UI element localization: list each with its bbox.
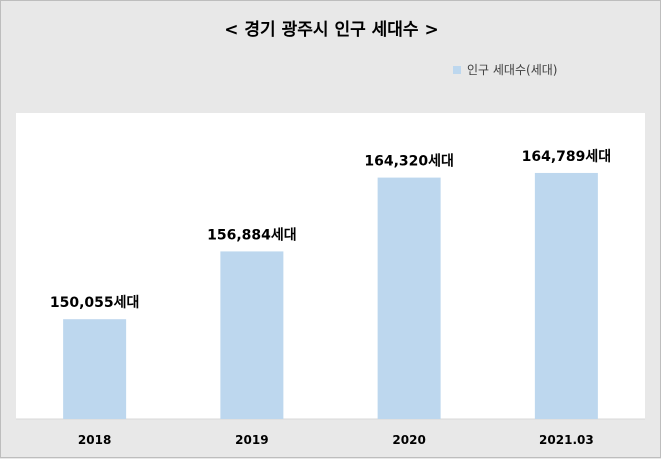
bar-2020	[377, 177, 441, 419]
bar-2019	[220, 251, 284, 419]
legend: 인구 세대수(세대)	[453, 61, 557, 78]
data-label-2019: 156,884세대	[207, 227, 297, 243]
x-tick-label-2019: 2019	[235, 433, 268, 447]
bar-2018	[63, 319, 127, 419]
data-label-2020: 164,320세대	[364, 154, 454, 170]
legend-label: 인구 세대수(세대)	[467, 63, 558, 77]
bar-2021.03	[534, 172, 598, 419]
x-tick-label-2021.03: 2021.03	[539, 433, 594, 447]
data-label-2018: 150,055세대	[50, 295, 140, 311]
legend-swatch	[453, 65, 461, 74]
data-label-2021.03: 164,789세대	[522, 149, 612, 165]
chart-title: < 경기 광주시 인구 세대수 >	[224, 20, 439, 40]
x-tick-label-2018: 2018	[78, 433, 111, 447]
x-tick-label-2020: 2020	[392, 433, 425, 447]
